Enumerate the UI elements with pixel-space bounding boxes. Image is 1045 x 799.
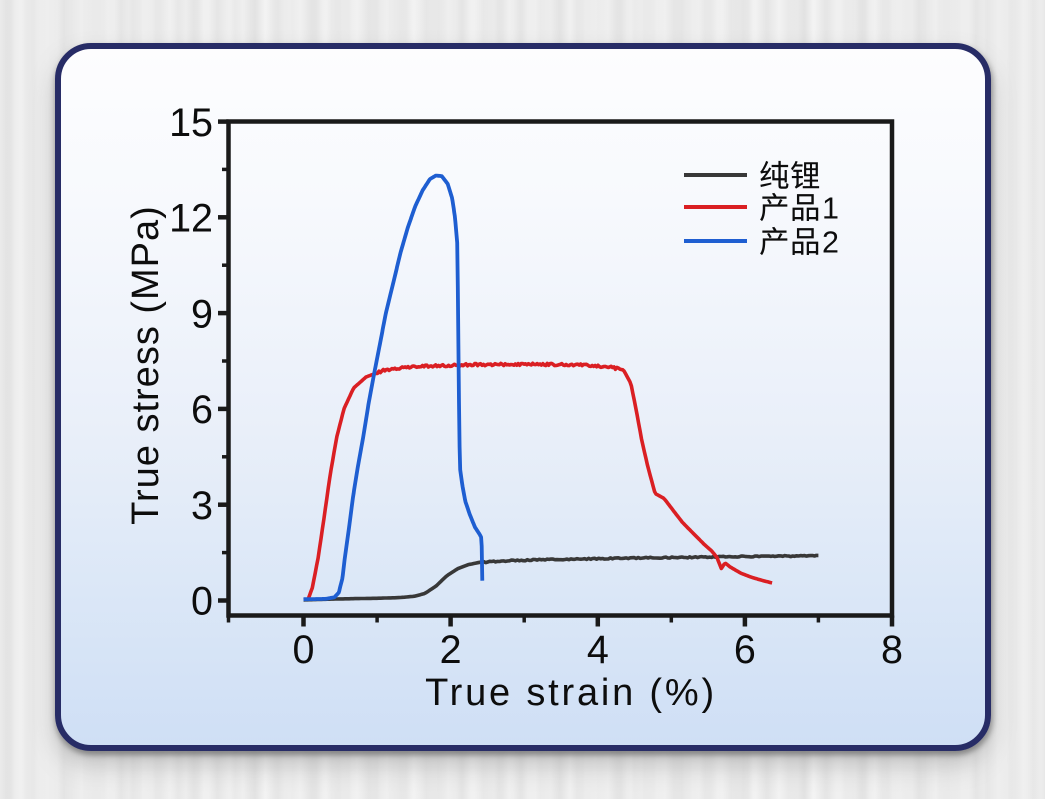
svg-text:15: 15 [169,101,213,145]
svg-text:3: 3 [191,484,213,528]
svg-text:6: 6 [191,388,213,432]
svg-text:8: 8 [881,628,903,672]
svg-text:2: 2 [440,628,462,672]
svg-text:12: 12 [169,197,213,241]
svg-text:True stress (MPa): True stress (MPa) [125,205,167,525]
svg-text:0: 0 [191,580,213,624]
svg-text:0: 0 [293,628,315,672]
svg-text:1: 1 [822,192,839,226]
svg-text:6: 6 [734,628,756,672]
svg-text:4: 4 [587,628,609,672]
svg-text:9: 9 [191,292,213,336]
svg-text:True strain (%): True strain (%) [425,672,717,714]
svg-text:2: 2 [822,226,839,260]
